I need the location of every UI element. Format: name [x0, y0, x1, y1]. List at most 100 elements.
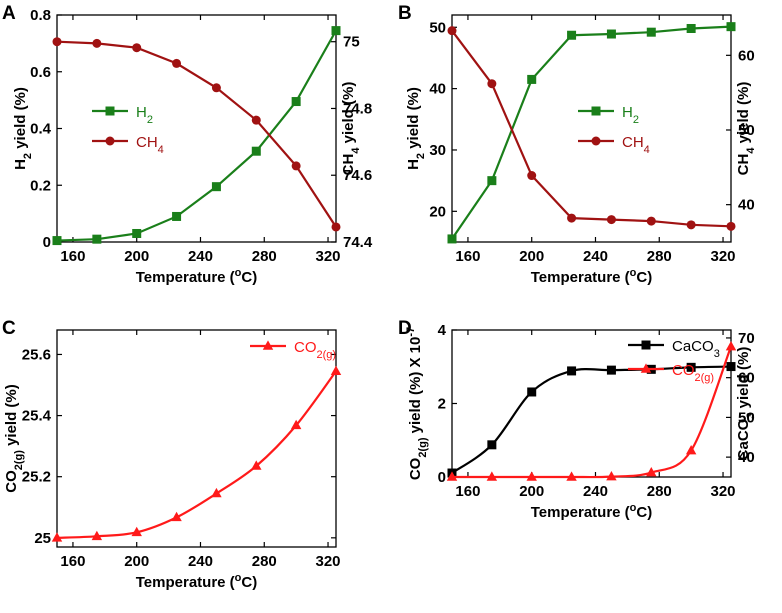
series-line — [56, 40, 337, 228]
legend-label: CO2(g) — [672, 362, 714, 384]
data-point — [251, 115, 261, 125]
x-axis-label: Temperature (oC) — [136, 572, 257, 591]
series-caco3 — [447, 362, 736, 478]
data-point — [726, 221, 736, 231]
y-tick-label: 25.6 — [22, 346, 51, 363]
panel-letter: C — [2, 318, 16, 339]
y-axis-label: CO2(g) yield (%) — [3, 384, 25, 493]
y-tick-label: 40 — [429, 81, 446, 98]
x-tick-label: 160 — [455, 483, 480, 500]
x-tick-label: 280 — [647, 248, 672, 265]
legend-item: H2 — [92, 104, 153, 126]
y-tick-label: 2 — [438, 396, 446, 413]
x-tick-label: 280 — [252, 248, 277, 265]
data-point — [486, 471, 498, 481]
data-point — [527, 387, 537, 397]
y2-tick-label: 74.6 — [343, 167, 372, 184]
x-tick-label: 160 — [60, 553, 85, 570]
data-point — [567, 366, 577, 376]
x-tick-label: 200 — [519, 483, 544, 500]
x-tick-label: 200 — [124, 248, 149, 265]
data-point — [171, 511, 182, 522]
series-ch4 — [52, 37, 341, 232]
legend-item: CO2(g) — [628, 362, 714, 384]
data-point — [567, 213, 577, 223]
x-tick-label: 240 — [188, 248, 213, 265]
legend-marker — [105, 106, 115, 116]
x-tick-label: 320 — [316, 248, 341, 265]
y2-tick-label: 60 — [738, 370, 755, 387]
x-tick-label: 280 — [647, 483, 672, 500]
data-point — [646, 27, 656, 37]
y2-tick-label: 40 — [738, 197, 755, 214]
x-axis-label: Temperature (oC) — [531, 267, 652, 286]
panel-letter: B — [398, 3, 412, 24]
x-tick-label: 240 — [188, 553, 213, 570]
legend-label: H2 — [136, 104, 153, 126]
data-point — [487, 440, 497, 450]
y-tick-label: 25.4 — [22, 408, 52, 425]
legend-label: CO2(g) — [294, 339, 336, 361]
series-line — [56, 370, 337, 539]
series-line — [451, 30, 732, 228]
data-point — [331, 26, 341, 36]
y-tick-label: 20 — [429, 203, 446, 220]
y-tick-label: 0 — [43, 234, 51, 251]
legend-item: CH4 — [578, 134, 650, 156]
data-point — [251, 146, 261, 156]
y-tick-label: 4 — [438, 322, 447, 339]
data-point — [51, 532, 63, 542]
data-point — [91, 530, 103, 541]
series-line — [451, 365, 732, 474]
y-tick-label: 25 — [34, 530, 51, 547]
data-point — [566, 471, 577, 481]
y2-tick-label: 50 — [738, 122, 755, 139]
y2-axis-label: CH4 yield (%) — [735, 82, 757, 176]
series-line — [451, 25, 732, 240]
y-axis-label: H2 yield (%) — [405, 87, 427, 170]
legend-label: CH4 — [622, 134, 650, 156]
x-tick-label: 320 — [711, 248, 736, 265]
panel-letter: D — [398, 318, 412, 339]
data-point — [211, 83, 221, 93]
data-point — [52, 37, 62, 47]
data-point — [606, 471, 617, 481]
x-tick-label: 320 — [316, 553, 341, 570]
x-axis-label: Temperature (oC) — [136, 267, 257, 286]
data-point — [487, 176, 497, 186]
data-point — [251, 460, 262, 470]
data-point — [291, 97, 301, 107]
data-point — [726, 362, 736, 372]
data-point — [172, 58, 182, 68]
plot-frame — [451, 14, 732, 243]
legend-marker — [591, 106, 601, 116]
data-point — [92, 38, 102, 48]
series-ch4 — [447, 26, 736, 231]
y-tick-label: 25.2 — [22, 469, 51, 486]
data-point — [526, 471, 537, 481]
y-tick-label: 0.4 — [30, 121, 52, 138]
y2-tick-label: 74.4 — [343, 234, 373, 251]
data-point — [290, 419, 302, 430]
y2-tick-label: 75 — [343, 34, 360, 51]
legend-label: H2 — [622, 104, 639, 126]
data-point — [686, 362, 696, 372]
legend-marker — [641, 340, 651, 350]
y2-tick-label: 60 — [738, 47, 755, 64]
data-point — [446, 471, 458, 481]
data-point — [606, 365, 616, 375]
legend-marker — [105, 136, 115, 146]
legend-item: H2 — [578, 104, 639, 126]
data-point — [131, 526, 142, 537]
data-point — [527, 74, 537, 84]
data-point — [447, 234, 457, 244]
legend-label: CH4 — [136, 134, 164, 156]
data-point — [567, 30, 577, 40]
legend-item: CH4 — [92, 134, 164, 156]
series-line — [56, 30, 337, 242]
data-point — [646, 216, 656, 226]
x-tick-label: 160 — [60, 248, 85, 265]
panel-d: D 160 200 240 280 320 Temperature (oC) 0 2 4 CO2(g… — [398, 318, 757, 521]
data-point — [725, 340, 737, 351]
